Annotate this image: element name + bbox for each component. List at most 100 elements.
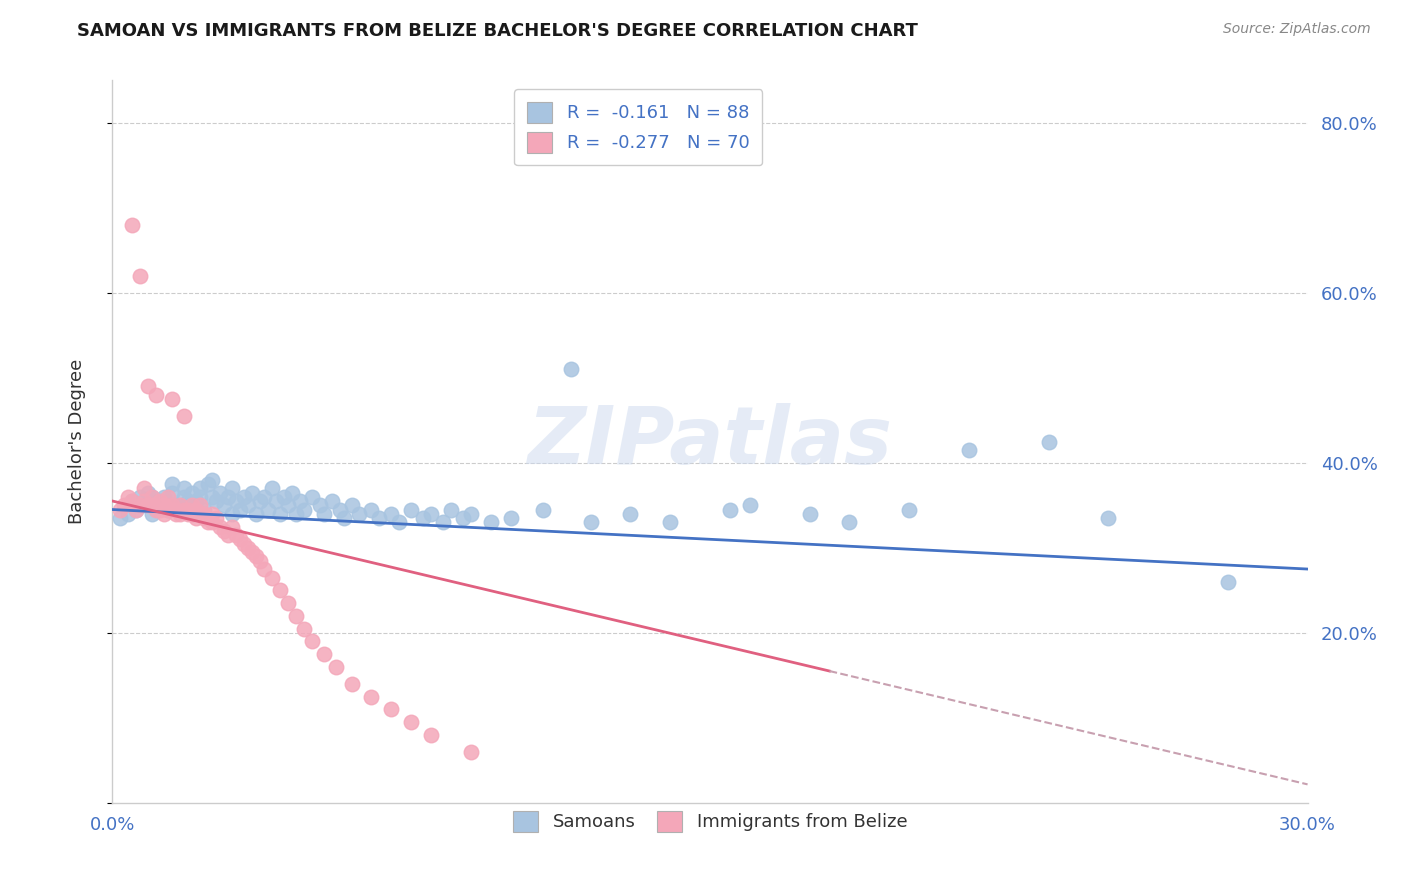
Point (325, 660, 347, 674)
Point (201, 507, 224, 521)
Point (245, 507, 267, 521)
Point (253, 490, 276, 504)
Point (212, 524, 235, 538)
Point (193, 502, 215, 516)
Point (349, 507, 371, 521)
Point (312, 507, 335, 521)
Point (451, 511, 474, 525)
Legend: Samoans, Immigrants from Belize: Samoans, Immigrants from Belize (501, 798, 920, 845)
Point (957, 443, 980, 458)
Point (138, 379, 160, 393)
Point (253, 562, 276, 576)
Point (288, 494, 311, 508)
Point (1038, 434, 1060, 449)
Point (153, 498, 176, 512)
Point (173, 490, 195, 504)
Point (169, 502, 191, 516)
Point (197, 477, 219, 491)
Point (440, 502, 463, 516)
Point (329, 502, 352, 516)
Point (149, 502, 172, 516)
Point (217, 528, 239, 542)
Point (240, 545, 263, 559)
Point (360, 690, 382, 704)
Point (221, 519, 243, 533)
Point (149, 494, 172, 508)
Point (153, 507, 176, 521)
Point (292, 502, 315, 516)
Point (125, 502, 148, 516)
Point (157, 502, 180, 516)
Point (201, 516, 224, 530)
Point (340, 677, 363, 691)
Point (225, 528, 247, 542)
Point (221, 481, 243, 495)
Point (236, 498, 259, 512)
Point (229, 533, 252, 547)
Point (162, 498, 183, 512)
Point (169, 498, 191, 512)
Point (240, 485, 263, 500)
Text: SAMOAN VS IMMIGRANTS FROM BELIZE BACHELOR'S DEGREE CORRELATION CHART: SAMOAN VS IMMIGRANTS FROM BELIZE BACHELO… (77, 22, 918, 40)
Point (898, 502, 921, 516)
Point (134, 494, 156, 508)
Point (312, 647, 335, 661)
Point (134, 498, 156, 512)
Point (181, 498, 204, 512)
Point (121, 218, 143, 232)
Point (249, 553, 271, 567)
Point (141, 490, 163, 504)
Point (284, 507, 307, 521)
Point (162, 477, 183, 491)
Point (205, 511, 228, 525)
Point (308, 498, 330, 512)
Point (181, 507, 204, 521)
Point (619, 507, 641, 521)
Point (260, 570, 283, 584)
Point (460, 745, 482, 759)
Point (165, 498, 187, 512)
Point (209, 485, 232, 500)
Point (117, 490, 139, 504)
Text: Source: ZipAtlas.com: Source: ZipAtlas.com (1223, 22, 1371, 37)
Point (229, 502, 252, 516)
Point (138, 485, 160, 500)
Point (110, 511, 132, 525)
Point (212, 498, 235, 512)
Point (380, 507, 402, 521)
Point (188, 507, 211, 521)
Point (269, 507, 291, 521)
Point (269, 583, 291, 598)
Point (368, 511, 391, 525)
Point (117, 507, 139, 521)
Point (157, 502, 180, 516)
Point (245, 549, 267, 564)
Point (401, 714, 423, 729)
Text: ZIPatlas: ZIPatlas (527, 402, 893, 481)
Point (264, 494, 287, 508)
Point (225, 494, 247, 508)
Point (110, 502, 132, 516)
Point (221, 507, 243, 521)
Point (173, 409, 195, 423)
Point (201, 490, 224, 504)
Point (718, 502, 741, 516)
Point (301, 490, 323, 504)
Point (201, 473, 224, 487)
Point (181, 485, 204, 500)
Point (292, 622, 315, 636)
Point (1216, 574, 1239, 589)
Point (301, 634, 323, 648)
Point (460, 507, 482, 521)
Point (499, 511, 522, 525)
Point (340, 498, 363, 512)
Point (236, 541, 259, 555)
Point (277, 498, 299, 512)
Point (420, 728, 443, 742)
Point (217, 490, 239, 504)
Point (169, 507, 191, 521)
Point (145, 498, 167, 512)
Point (257, 502, 280, 516)
Point (141, 490, 163, 504)
Point (157, 490, 180, 504)
